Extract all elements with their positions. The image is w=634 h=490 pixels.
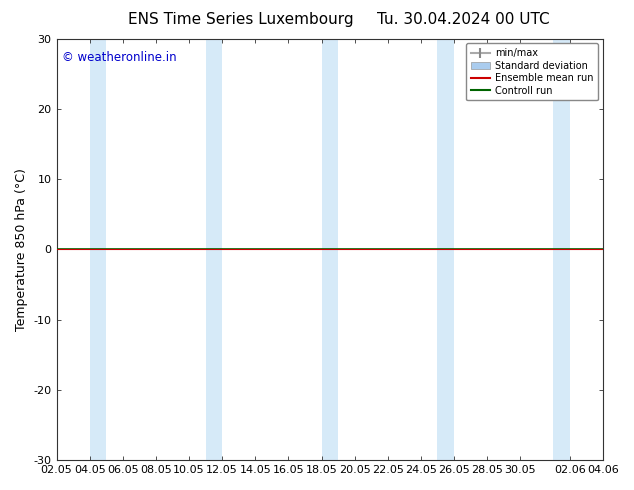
Text: © weatheronline.in: © weatheronline.in <box>62 51 177 64</box>
Bar <box>89 39 107 460</box>
Bar <box>205 39 222 460</box>
Text: ENS Time Series Luxembourg: ENS Time Series Luxembourg <box>128 12 354 27</box>
Bar <box>321 39 338 460</box>
Legend: min/max, Standard deviation, Ensemble mean run, Controll run: min/max, Standard deviation, Ensemble me… <box>466 44 598 100</box>
Text: Tu. 30.04.2024 00 UTC: Tu. 30.04.2024 00 UTC <box>377 12 549 27</box>
Bar <box>553 39 570 460</box>
Bar <box>437 39 454 460</box>
Y-axis label: Temperature 850 hPa (°C): Temperature 850 hPa (°C) <box>15 168 28 331</box>
